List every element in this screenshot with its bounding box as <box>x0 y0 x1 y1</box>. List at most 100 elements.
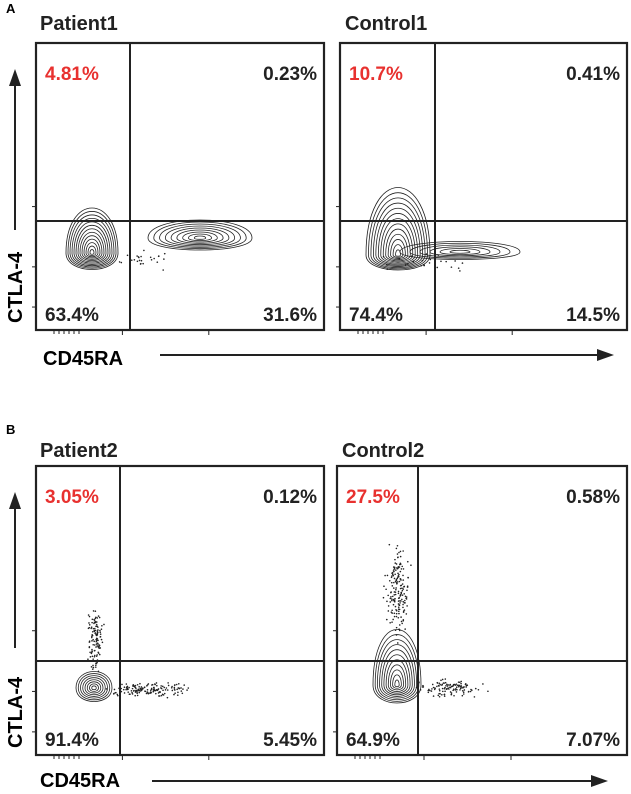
scatter-right-event <box>181 692 184 695</box>
scatter-event <box>407 263 409 265</box>
scatter-right-event <box>454 689 457 691</box>
scatter-up-event <box>96 637 99 640</box>
x-axis-label-b: CD45RA <box>40 770 120 792</box>
scatter-right-event <box>469 690 472 693</box>
scatter-right-event <box>434 687 436 689</box>
scatter-up-event <box>91 630 94 633</box>
population-low-ring <box>86 681 102 694</box>
scatter-right-event <box>151 683 154 686</box>
scatter-up-event <box>398 624 401 626</box>
scatter-right-event <box>156 689 158 691</box>
population-low-ring <box>73 221 111 265</box>
scatter-right-event <box>146 688 149 691</box>
scatter-up-event <box>399 570 402 573</box>
scatter-event <box>437 255 440 257</box>
population-low-ring <box>368 192 428 270</box>
scatter-right-event <box>136 692 138 695</box>
scatter-right-event <box>441 684 443 686</box>
scatter-up-event <box>94 666 97 668</box>
scatter-right-event <box>441 687 444 690</box>
scatter-up-event <box>90 636 93 639</box>
scatter-up-event <box>91 621 93 624</box>
population-low-ring <box>80 675 108 699</box>
scatter-up-event <box>95 664 97 667</box>
panel-letter-b: B <box>6 422 15 437</box>
scatter-up-event <box>400 592 403 595</box>
scatter-right-event <box>163 692 166 695</box>
scatter-right-event <box>445 684 447 687</box>
scatter-up-event <box>101 641 104 644</box>
scatter-up-event <box>92 643 95 646</box>
x-axis-arrow-b <box>152 775 608 787</box>
scatter-right-event <box>130 690 133 692</box>
scatter-up-event <box>394 605 397 608</box>
scatter-event <box>429 258 432 261</box>
scatter-up-event <box>391 572 393 574</box>
scatter-up-event <box>406 605 408 607</box>
scatter-right-event <box>166 696 169 699</box>
scatter-event <box>137 256 140 258</box>
scatter-right-event <box>421 686 424 688</box>
scatter-right-event <box>463 689 466 691</box>
scatter-right-event <box>134 694 136 697</box>
scatter-right-event <box>129 693 131 696</box>
scatter-right-event <box>459 689 461 691</box>
scatter-right-event <box>149 692 152 694</box>
scatter-up-event <box>395 563 398 565</box>
scatter-up-event <box>390 598 393 600</box>
population-low-ring <box>84 679 104 696</box>
quadrant-upper-left: 27.5% <box>346 487 400 508</box>
scatter-right-event <box>132 690 135 692</box>
scatter-right-event <box>438 695 441 698</box>
scatter-up-event <box>94 610 97 613</box>
scatter-up-event <box>395 582 398 585</box>
quadrant-upper-right: 0.23% <box>263 64 317 85</box>
scatter-right-event <box>456 688 458 691</box>
scatter-up-event <box>96 639 98 641</box>
scatter-right-event <box>134 691 137 693</box>
scatter-up-event <box>98 644 101 647</box>
scatter-right-event <box>153 683 156 685</box>
scatter-right-event <box>448 688 450 690</box>
plot-patient1: Patient1 4.81% 0.23% 63.4% 31.6% <box>32 13 326 335</box>
scatter-right-event <box>430 690 433 692</box>
scatter-right-event <box>138 686 140 688</box>
scatter-up-event <box>93 654 96 657</box>
scatter-right-event <box>450 692 453 694</box>
scatter-event <box>139 263 142 265</box>
scatter-right-event <box>441 678 444 681</box>
scatter-right-event <box>180 690 183 692</box>
population-low-ring <box>89 249 95 255</box>
scatter-up-event <box>386 600 388 603</box>
scatter-up-event <box>389 597 392 600</box>
scatter-up-event <box>396 556 399 559</box>
population-low-ring <box>77 228 107 263</box>
scatter-up-event <box>95 616 97 619</box>
scatter-right-event <box>128 686 130 689</box>
scatter-up-event <box>400 620 403 623</box>
scatter-up-event <box>401 589 404 592</box>
scatter-up-event <box>393 567 396 570</box>
population-low-ring <box>81 235 103 260</box>
population-tail-ring <box>399 241 521 260</box>
population-low-ring <box>376 639 418 700</box>
scatter-up-event <box>98 645 100 648</box>
scatter-up-event <box>395 569 397 571</box>
scatter-up-event <box>96 654 98 656</box>
scatter-up-event <box>99 635 102 638</box>
quadrant-lower-left: 91.4% <box>45 730 99 751</box>
scatter-up-event <box>402 550 404 552</box>
scatter-right-event <box>457 685 460 688</box>
scatter-up-event <box>395 581 398 584</box>
scatter-up-event <box>399 563 402 565</box>
population-low-ring <box>75 225 109 264</box>
population-high-ring <box>159 223 241 248</box>
scatter-event <box>382 255 385 258</box>
scatter-right-event <box>152 689 155 691</box>
scatter-event <box>163 258 165 260</box>
scatter-up-event <box>398 573 400 576</box>
scatter-up-event <box>95 625 97 628</box>
scatter-right-event <box>117 694 119 697</box>
population-low-ring <box>370 197 426 269</box>
scatter-up-event <box>385 588 387 591</box>
